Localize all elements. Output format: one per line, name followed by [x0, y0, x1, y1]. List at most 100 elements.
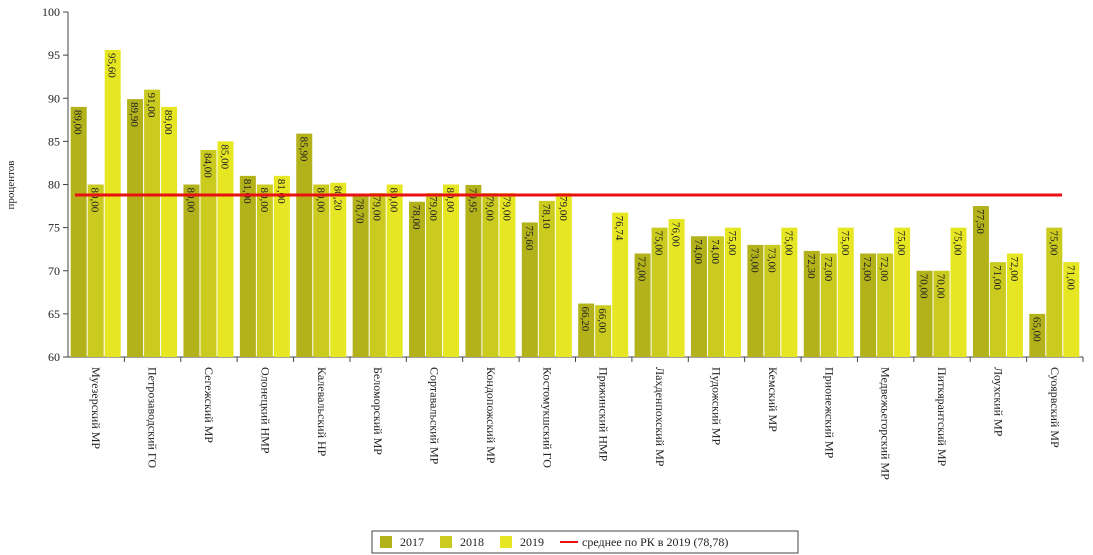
y-tick-label: 85: [48, 134, 60, 148]
x-tick-label: Пудожский МР: [709, 367, 723, 445]
y-tick-label: 70: [48, 264, 60, 278]
x-tick-label: Суоярвский МР: [1048, 367, 1062, 448]
x-tick-label: Муезерский МР: [89, 367, 103, 449]
bar: [555, 193, 572, 357]
bar: [651, 227, 668, 357]
bar: [352, 195, 369, 357]
bar-value-label: 71,00: [1064, 265, 1076, 290]
bar-value-label: 72,00: [878, 257, 890, 282]
y-axis-label: процентов: [5, 161, 17, 210]
bar-value-label: 75,00: [839, 231, 851, 256]
bar-value-label: 78,00: [410, 205, 422, 230]
bar: [747, 244, 764, 357]
bar-value-label: 66,00: [596, 308, 608, 333]
bar-value-label: 95,60: [106, 53, 118, 78]
bar: [634, 253, 651, 357]
y-tick-label: 90: [48, 91, 60, 105]
x-tick-label: Калевальский НР: [315, 367, 329, 457]
bar: [70, 106, 87, 357]
bar-value-label: 89,90: [128, 102, 140, 127]
bar-value-label: 74,00: [709, 239, 721, 264]
bar: [330, 182, 347, 357]
x-tick-label: Беломорский МР: [371, 367, 385, 455]
bar-value-label: 79,00: [557, 196, 569, 221]
bar: [989, 262, 1006, 357]
bar: [200, 150, 217, 357]
y-tick-label: 95: [48, 48, 60, 62]
bar: [538, 200, 555, 357]
bar: [877, 253, 894, 357]
x-tick-label: Лахденпохский МР: [653, 367, 667, 467]
bar-value-label: 89,00: [72, 110, 84, 135]
bar-value-label: 76,00: [670, 222, 682, 247]
bar-value-label: 79,00: [483, 196, 495, 221]
bar: [239, 175, 256, 357]
bar-value-label: 65,00: [1030, 317, 1042, 342]
bar-value-label: 70,00: [918, 274, 930, 299]
y-tick-label: 80: [48, 178, 60, 192]
bar: [386, 184, 403, 357]
bar: [127, 99, 144, 358]
bar: [894, 227, 911, 357]
bar-value-label: 80,20: [331, 186, 343, 211]
bar: [707, 236, 724, 357]
bar-value-label: 75,00: [726, 231, 738, 256]
bar-value-label: 79,00: [427, 196, 439, 221]
bar-value-label: 72,00: [822, 257, 834, 282]
bar: [803, 250, 820, 357]
bar-value-label: 70,00: [935, 274, 947, 299]
bar-value-label: 76,74: [613, 216, 625, 241]
bar: [764, 244, 781, 357]
x-tick-label: Прионежский МР: [822, 367, 836, 459]
bar-value-label: 78,70: [354, 199, 366, 224]
bar-value-label: 72,00: [1008, 257, 1020, 282]
y-tick-label: 100: [42, 5, 60, 19]
bar: [950, 227, 967, 357]
bar: [668, 219, 685, 357]
bar-value-label: 80,00: [258, 188, 270, 213]
bar: [521, 222, 538, 357]
bar: [465, 184, 482, 357]
bar: [860, 253, 877, 357]
x-tick-label: Петрозаводский ГО: [146, 367, 160, 468]
y-tick-label: 75: [48, 221, 60, 235]
bar: [443, 184, 460, 357]
bar-value-label: 78,10: [540, 204, 552, 229]
bar: [273, 175, 290, 357]
bar-value-label: 75,00: [782, 231, 794, 256]
bar: [820, 253, 837, 357]
legend-label: 2019: [520, 535, 544, 549]
bar: [369, 193, 386, 357]
bar: [1046, 227, 1063, 357]
legend-label: 2017: [400, 535, 424, 549]
bar-value-label: 72,00: [861, 257, 873, 282]
legend-swatch: [440, 536, 452, 548]
bar-value-label: 84,00: [201, 153, 213, 178]
bar-value-label: 72,30: [805, 254, 817, 279]
bar: [972, 206, 989, 357]
bar-value-label: 75,00: [952, 231, 964, 256]
x-tick-label: Олонецкий НМР: [258, 367, 272, 454]
bar-value-label: 74,00: [692, 239, 704, 264]
bar-value-label: 79,00: [500, 196, 512, 221]
bar: [313, 184, 330, 357]
bar: [612, 212, 629, 357]
y-tick-label: 65: [48, 307, 60, 321]
x-tick-label: Сортавальский МР: [428, 367, 442, 465]
bar: [724, 227, 741, 357]
x-tick-label: Костомукшский ГО: [540, 367, 554, 468]
bar: [217, 141, 234, 357]
bar-value-label: 72,00: [636, 257, 648, 282]
x-tick-label: Кондопожский МР: [484, 367, 498, 464]
legend-label: 2018: [460, 535, 484, 549]
bar-value-label: 75,60: [523, 225, 535, 250]
x-tick-label: Питкярантский МР: [935, 367, 949, 466]
bar: [256, 184, 273, 357]
bar: [426, 193, 443, 357]
bar: [578, 303, 595, 357]
bar: [690, 236, 707, 357]
y-tick-label: 60: [48, 350, 60, 364]
bar: [409, 201, 426, 357]
bar-value-label: 77,50: [974, 209, 986, 234]
bar-value-label: 89,00: [162, 110, 174, 135]
